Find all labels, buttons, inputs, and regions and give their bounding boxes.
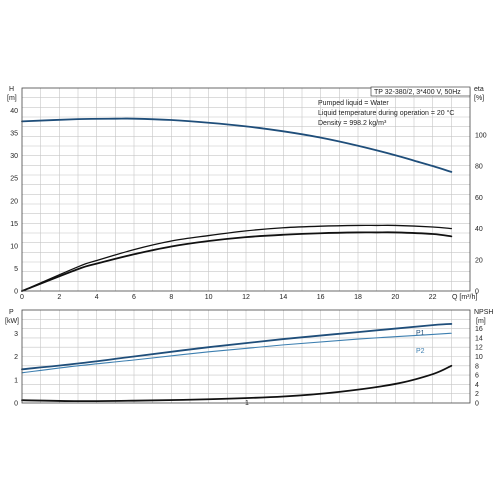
top-right-axis-symbol: eta [474,86,484,93]
y-left-tick-label: 40 [10,108,18,115]
bottom-right-axis-unit: [m] [476,318,486,325]
y-left-tick-label: 20 [10,198,18,205]
x-tick-label: 20 [391,294,399,301]
operating-point-marker-label: 1 [245,400,249,407]
y-right-tick-label: 20 [475,257,483,264]
series-label-p1: P1 [416,330,425,337]
y-right-tick-label: 6 [475,373,479,380]
bottom-left-axis-symbol: P [9,309,14,316]
y-left-tick-label: 30 [10,153,18,160]
x-tick-label: 8 [169,294,173,301]
x-tick-label: 2 [57,294,61,301]
x-tick-label: 6 [132,294,136,301]
x-axis-label: Q [m³/h] [452,294,477,301]
y-left-tick-label: 5 [14,266,18,273]
top-plot-frame [21,87,471,292]
x-tick-label: 18 [354,294,362,301]
pumped-liquid-label: Pumped liquid = Water [318,100,389,107]
y-left-tick-label: 2 [14,354,18,361]
y-right-tick-label: 16 [475,326,483,333]
y-left-tick-label: 0 [14,401,18,408]
y-left-tick-label: 15 [10,221,18,228]
bottom-left-axis-unit: [kW] [5,318,19,325]
y-left-tick-label: 1 [14,377,18,384]
series-line-1-2 [21,364,453,403]
y-left-tick-label: 35 [10,131,18,138]
y-right-tick-label: 80 [475,164,483,171]
x-tick-label: 12 [242,294,250,301]
y-right-tick-label: 0 [475,401,479,408]
curve-layer [21,117,453,403]
density-label: Density = 998.2 kg/m³ [318,120,387,127]
x-tick-label: 0 [20,294,24,301]
y-left-tick-label: 25 [10,176,18,183]
bottom-plot-frame [21,309,471,404]
y-right-tick-label: 4 [475,382,479,389]
y-right-tick-label: 8 [475,363,479,370]
x-tick-label: 16 [317,294,325,301]
series-line-1-0 [21,323,453,371]
x-tick-label: 4 [95,294,99,301]
y-right-tick-label: 40 [475,226,483,233]
grid-layer [22,88,470,403]
x-tick-label: 22 [429,294,437,301]
y-right-tick-label: 14 [475,335,483,342]
series-line-0-1 [21,224,452,292]
bottom-right-axis-symbol: NPSH [474,309,493,316]
liquid-temperature-label: Liquid temperature during operation = 20… [318,109,454,117]
x-tick-label: 10 [205,294,213,301]
series-line-1-1 [21,332,452,374]
top-left-axis-symbol: H [9,86,14,93]
series-line-0-2 [21,231,453,292]
y-left-tick-label: 10 [10,243,18,250]
series-line-0-0 [21,117,453,173]
y-right-tick-label: 0 [475,289,479,296]
model-label: TP 32-380/2, 3*400 V, 50Hz [374,89,461,96]
y-right-tick-label: 60 [475,195,483,202]
model-label-box [370,86,471,97]
y-right-tick-label: 100 [475,132,487,139]
top-right-axis-unit: [%] [474,95,484,102]
y-right-tick-label: 2 [475,391,479,398]
y-right-tick-label: 10 [475,354,483,361]
y-left-tick-label: 0 [14,289,18,296]
x-tick-label: 14 [279,294,287,301]
top-left-axis-unit: [m] [7,95,17,102]
y-right-tick-label: 12 [475,345,483,352]
series-label-p2: P2 [416,348,425,355]
y-left-tick-label: 3 [14,331,18,338]
